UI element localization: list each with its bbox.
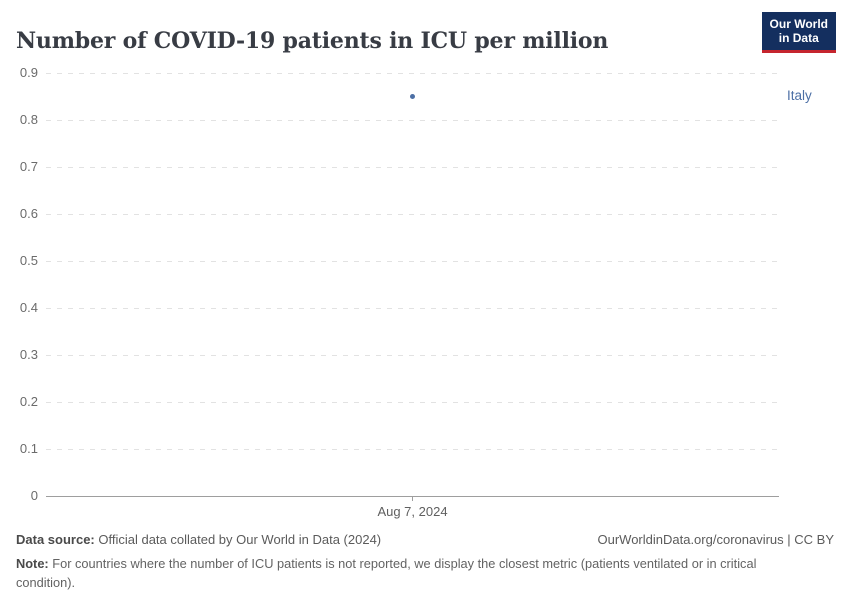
y-axis-tick-label: 0 (30, 488, 38, 503)
data-source-label: Data source: (16, 532, 95, 547)
owid-logo-line2: in Data (778, 31, 819, 46)
source-row: Data source: Official data collated by O… (16, 532, 834, 547)
x-axis-tick-label: Aug 7, 2024 (377, 504, 448, 519)
y-gridline (46, 355, 779, 356)
y-gridline (46, 120, 779, 121)
note-line: Note: For countries where the number of … (16, 554, 788, 592)
note-text: For countries where the number of ICU pa… (16, 556, 757, 591)
y-gridline (46, 73, 779, 74)
chart-footer: Data source: Official data collated by O… (16, 532, 834, 592)
y-axis-tick-label: 0.1 (19, 441, 38, 456)
note-label: Note: (16, 556, 49, 571)
owid-logo[interactable]: Our World in Data (761, 12, 836, 53)
series-label-italy[interactable]: Italy (787, 87, 812, 103)
chart-title: Number of COVID-19 patients in ICU per m… (16, 27, 609, 54)
y-gridline (46, 167, 779, 168)
y-gridline (46, 261, 779, 262)
y-axis-tick-label: 0.3 (19, 347, 38, 362)
y-axis-tick-label: 0.2 (19, 394, 38, 409)
y-axis-tick-label: 0.4 (19, 300, 38, 315)
y-gridline (46, 402, 779, 403)
y-axis-tick-label: 0.8 (19, 112, 38, 127)
y-axis-tick-label: 0.6 (19, 206, 38, 221)
owid-logo-line1: Our World (769, 17, 828, 31)
x-axis-line (46, 496, 779, 497)
attribution-link[interactable]: OurWorldinData.org/coronavirus | CC BY (597, 532, 834, 547)
y-axis-tick-label: 0.5 (19, 253, 38, 268)
y-axis-tick-label: 0.7 (19, 159, 38, 174)
y-gridline (46, 214, 779, 215)
data-source-text: Official data collated by Our World in D… (94, 532, 382, 547)
y-gridline (46, 308, 779, 309)
data-source-line: Data source: Official data collated by O… (16, 532, 381, 547)
data-point[interactable] (410, 94, 415, 99)
x-axis-tick (412, 497, 413, 501)
y-gridline (46, 449, 779, 450)
y-axis-tick-label: 0.9 (19, 65, 38, 80)
